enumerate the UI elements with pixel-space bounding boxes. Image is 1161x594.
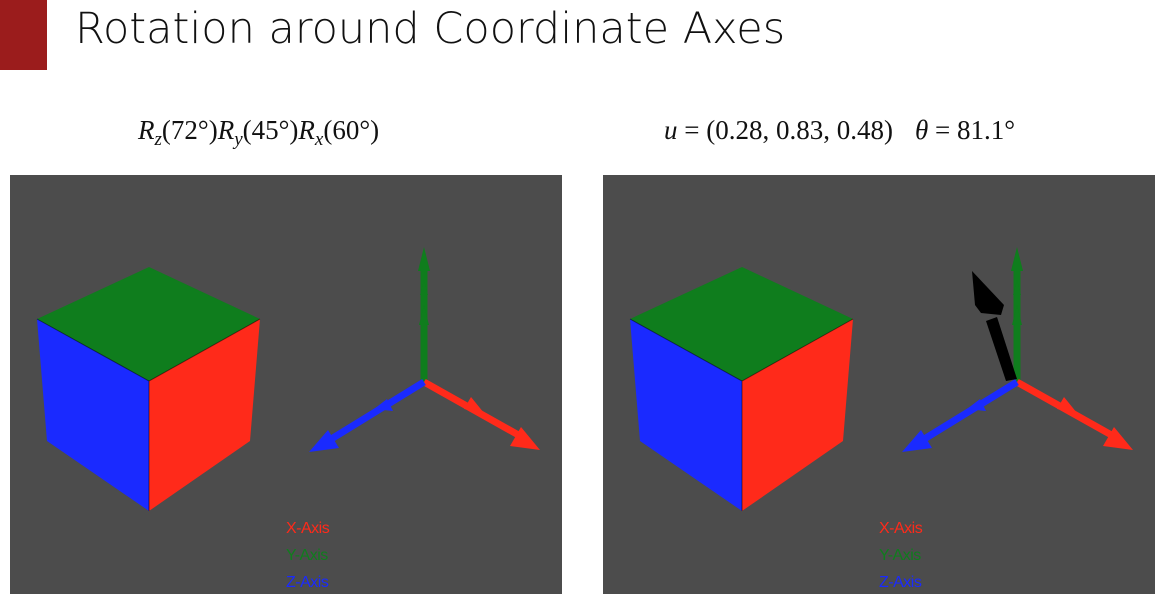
axis-legend: X-Axis Y-Axis Z-Axis	[879, 515, 923, 594]
z-axis-arrow	[902, 379, 1019, 452]
rotation-subscript: y	[234, 129, 243, 150]
y-axis-arrow	[1011, 247, 1023, 382]
euler-formula: Rz(72°)Ry(45°)Rx(60°)	[138, 115, 380, 149]
y-axis-arrow	[418, 247, 430, 382]
axis-symbol: u	[664, 115, 678, 145]
rotation-symbol: R	[217, 115, 235, 145]
rotation-symbol: R	[298, 115, 315, 145]
z-axis-arrow	[309, 379, 426, 452]
legend-z-axis: Z-Axis	[286, 574, 329, 591]
rotation-angle: (72°)	[161, 115, 218, 145]
axis-angle-formula: u = (0.28, 0.83, 0.48) θ = 81.1°	[664, 115, 1015, 146]
rotation-axis-arrow	[972, 271, 1017, 381]
scene-axis-angle	[629, 247, 1133, 511]
rotation-subscript: z	[154, 129, 162, 150]
x-axis-arrow	[1015, 378, 1133, 450]
rotation-symbol: R	[138, 115, 155, 145]
cube-right-face	[149, 319, 260, 511]
cube-left-face	[37, 319, 149, 511]
rotation-subscript: x	[314, 129, 324, 150]
legend-x-axis: X-Axis	[879, 520, 923, 537]
title-accent-bar	[0, 0, 47, 70]
rotation-angle: (45°)	[242, 115, 299, 145]
x-axis-arrow	[422, 378, 540, 450]
page-title: Rotation around Coordinate Axes	[75, 4, 786, 54]
scene-euler	[36, 247, 540, 511]
legend-x-axis: X-Axis	[286, 520, 330, 537]
angle-value: = 81.1°	[928, 115, 1016, 145]
legend-z-axis: Z-Axis	[879, 574, 922, 591]
viewport-axis-angle[interactable]: X-Axis Y-Axis Z-Axis	[603, 175, 1155, 594]
angle-symbol: θ	[914, 115, 929, 145]
cube-right-face	[742, 319, 853, 511]
viewport-euler[interactable]: X-Axis Y-Axis Z-Axis	[10, 175, 562, 594]
cube-left-face	[630, 319, 742, 511]
cube-top-face	[37, 267, 260, 381]
cube-top-face	[630, 267, 853, 381]
legend-y-axis: Y-Axis	[286, 547, 328, 564]
legend-y-axis: Y-Axis	[879, 547, 921, 564]
axis-value: = (0.28, 0.83, 0.48)	[677, 115, 893, 145]
rotation-angle: (60°)	[323, 115, 380, 145]
axis-legend: X-Axis Y-Axis Z-Axis	[286, 515, 330, 594]
